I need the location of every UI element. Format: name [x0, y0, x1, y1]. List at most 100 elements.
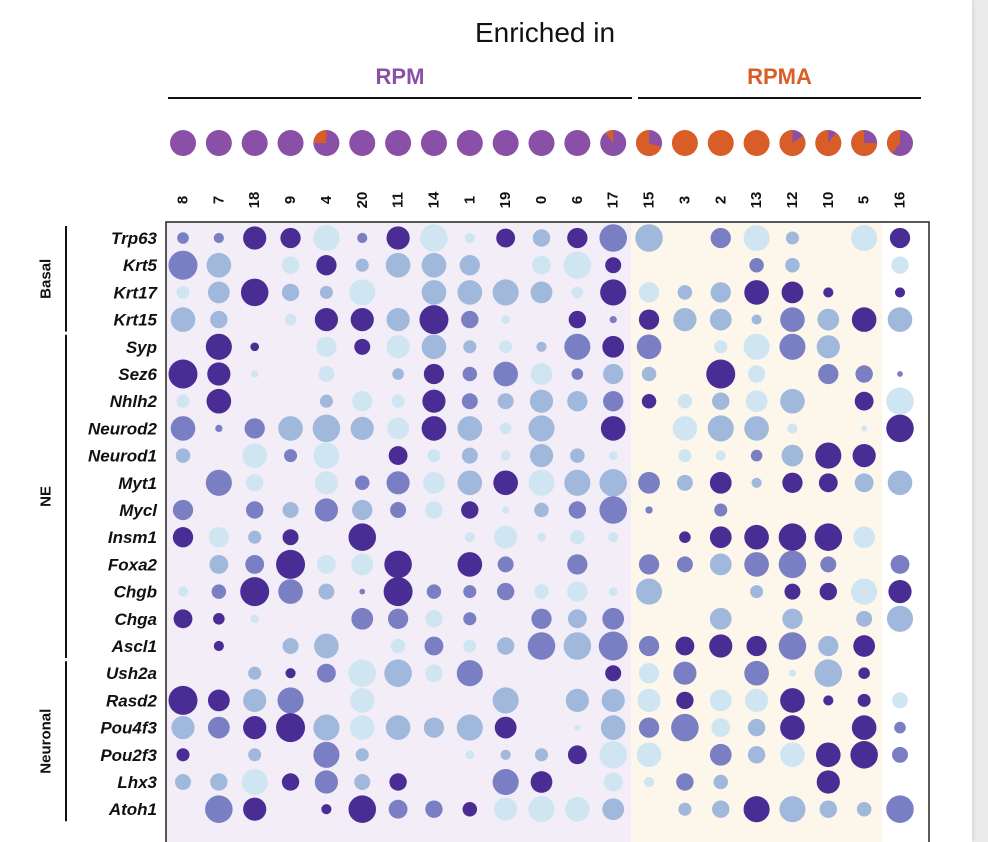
dot-foxa2-15 — [638, 554, 660, 575]
dot-rasd2-5 — [857, 693, 871, 707]
condition-label-rpma: RPMA — [747, 64, 812, 89]
composition-pie-14 — [420, 130, 447, 156]
dot-syp-14 — [421, 334, 447, 360]
condition-headers: RPM RPMA — [168, 64, 921, 99]
dot-neurod2-9 — [278, 416, 303, 441]
dot-krt5-16 — [891, 256, 909, 274]
dot-atoh1-20 — [348, 795, 377, 823]
dot-atoh1-13 — [743, 796, 770, 823]
composition-pie-5 — [851, 130, 878, 156]
dot-krt15-17 — [609, 315, 617, 324]
dot-pou2f3-12 — [780, 742, 805, 768]
dot-sez6-18 — [251, 370, 259, 378]
dot-atoh1-11 — [388, 799, 408, 819]
gene-group-brackets: Basal NE Neuronal — [38, 226, 67, 822]
dot-krt17-15 — [638, 282, 660, 303]
dot-foxa2-16 — [890, 554, 910, 574]
cluster-label-16: 16 — [892, 192, 909, 209]
dot-chga-5 — [856, 610, 873, 627]
gene-label-pou2f3: Pou2f3 — [100, 746, 157, 765]
dot-myt1-17 — [599, 469, 627, 497]
dot-neurod2-12 — [787, 423, 798, 434]
dot-nhlh2-4 — [319, 394, 333, 408]
dot-pou4f3-11 — [385, 715, 411, 740]
dot-krt15-16 — [887, 307, 913, 332]
dot-chga-1 — [463, 612, 477, 626]
dot-neurod2-19 — [499, 422, 512, 435]
dot-nhlh2-17 — [603, 391, 624, 412]
gene-label-mycl: Mycl — [119, 501, 158, 520]
composition-pie-1 — [456, 130, 483, 156]
dot-foxa2-2 — [709, 553, 732, 576]
gene-label-chgb: Chgb — [114, 583, 157, 602]
dot-pou4f3-4 — [313, 714, 340, 741]
dot-grid — [168, 224, 914, 823]
cluster-label-7: 7 — [210, 196, 227, 204]
dot-ascl1-9 — [282, 638, 299, 654]
dot-pou2f3-20 — [355, 748, 369, 762]
dot-atoh1-4 — [321, 804, 332, 815]
dot-neurod2-4 — [312, 414, 341, 443]
title-area: Enriched in — [475, 17, 615, 48]
dot-sez6-17 — [603, 363, 624, 385]
group-label-basal: Basal — [38, 259, 55, 299]
dot-pou4f3-15 — [638, 717, 660, 738]
dot-trp63-14 — [420, 224, 448, 252]
dot-pou2f3-1 — [465, 750, 475, 760]
composition-pie-0 — [528, 130, 555, 156]
dot-pou2f3-5 — [850, 741, 878, 769]
cluster-label-14: 14 — [425, 191, 442, 208]
dot-neurod2-11 — [387, 417, 409, 440]
dot-neurod1-5 — [852, 444, 876, 468]
dot-trp63-2 — [710, 227, 731, 249]
dot-myt1-0 — [528, 469, 555, 496]
gene-label-rasd2: Rasd2 — [106, 691, 158, 710]
dot-syp-7 — [205, 333, 232, 360]
dot-pou4f3-2 — [711, 718, 731, 738]
dot-neurod1-1 — [461, 447, 478, 464]
dot-atoh1-19 — [494, 797, 518, 821]
composition-pie-13 — [743, 130, 770, 156]
cluster-label-9: 9 — [282, 196, 299, 204]
dot-krt15-20 — [350, 308, 374, 332]
dot-pou4f3-20 — [349, 715, 375, 740]
cluster-label-11: 11 — [390, 192, 407, 208]
dot-krt5-14 — [421, 252, 447, 278]
dot-ascl1-4 — [314, 633, 339, 659]
dot-sez6-6 — [571, 368, 584, 380]
dot-foxa2-13 — [744, 552, 769, 577]
gene-label-ush2a: Ush2a — [106, 664, 157, 683]
dot-neurod2-7 — [215, 424, 223, 433]
dot-krt15-4 — [314, 308, 338, 332]
cluster-label-1: 1 — [461, 196, 478, 204]
dot-pou2f3-2 — [709, 743, 732, 766]
dot-sez6-1 — [462, 366, 478, 382]
dot-krt5-9 — [281, 256, 300, 274]
condition-backgrounds — [166, 222, 883, 842]
dot-krt15-1 — [461, 310, 479, 329]
dot-nhlh2-6 — [567, 391, 588, 412]
dot-atoh1-0 — [528, 796, 555, 823]
dot-nhlh2-2 — [712, 392, 730, 410]
dot-trp63-11 — [386, 226, 410, 250]
dot-ascl1-15 — [638, 635, 660, 657]
dot-insm1-12 — [778, 523, 807, 551]
dot-atoh1-5 — [856, 801, 872, 817]
dot-trp63-7 — [213, 232, 224, 244]
dot-chgb-14 — [426, 584, 442, 599]
dot-neurod1-2 — [715, 450, 726, 461]
gene-label-neurod1: Neurod1 — [88, 447, 157, 466]
dot-foxa2-3 — [676, 556, 693, 573]
dot-ush2a-11 — [384, 659, 412, 687]
dot-ascl1-2 — [709, 634, 733, 658]
dot-rasd2-2 — [709, 689, 732, 712]
dot-chgb-18 — [240, 577, 270, 607]
dot-foxa2-10 — [820, 556, 837, 573]
dot-trp63-19 — [496, 228, 516, 248]
dot-neurod1-17 — [608, 451, 618, 460]
dot-nhlh2-0 — [529, 389, 554, 413]
dot-myt1-11 — [386, 471, 410, 495]
dot-chga-11 — [387, 608, 409, 629]
dot-lhx3-20 — [354, 774, 371, 790]
dot-insm1-10 — [814, 523, 843, 551]
